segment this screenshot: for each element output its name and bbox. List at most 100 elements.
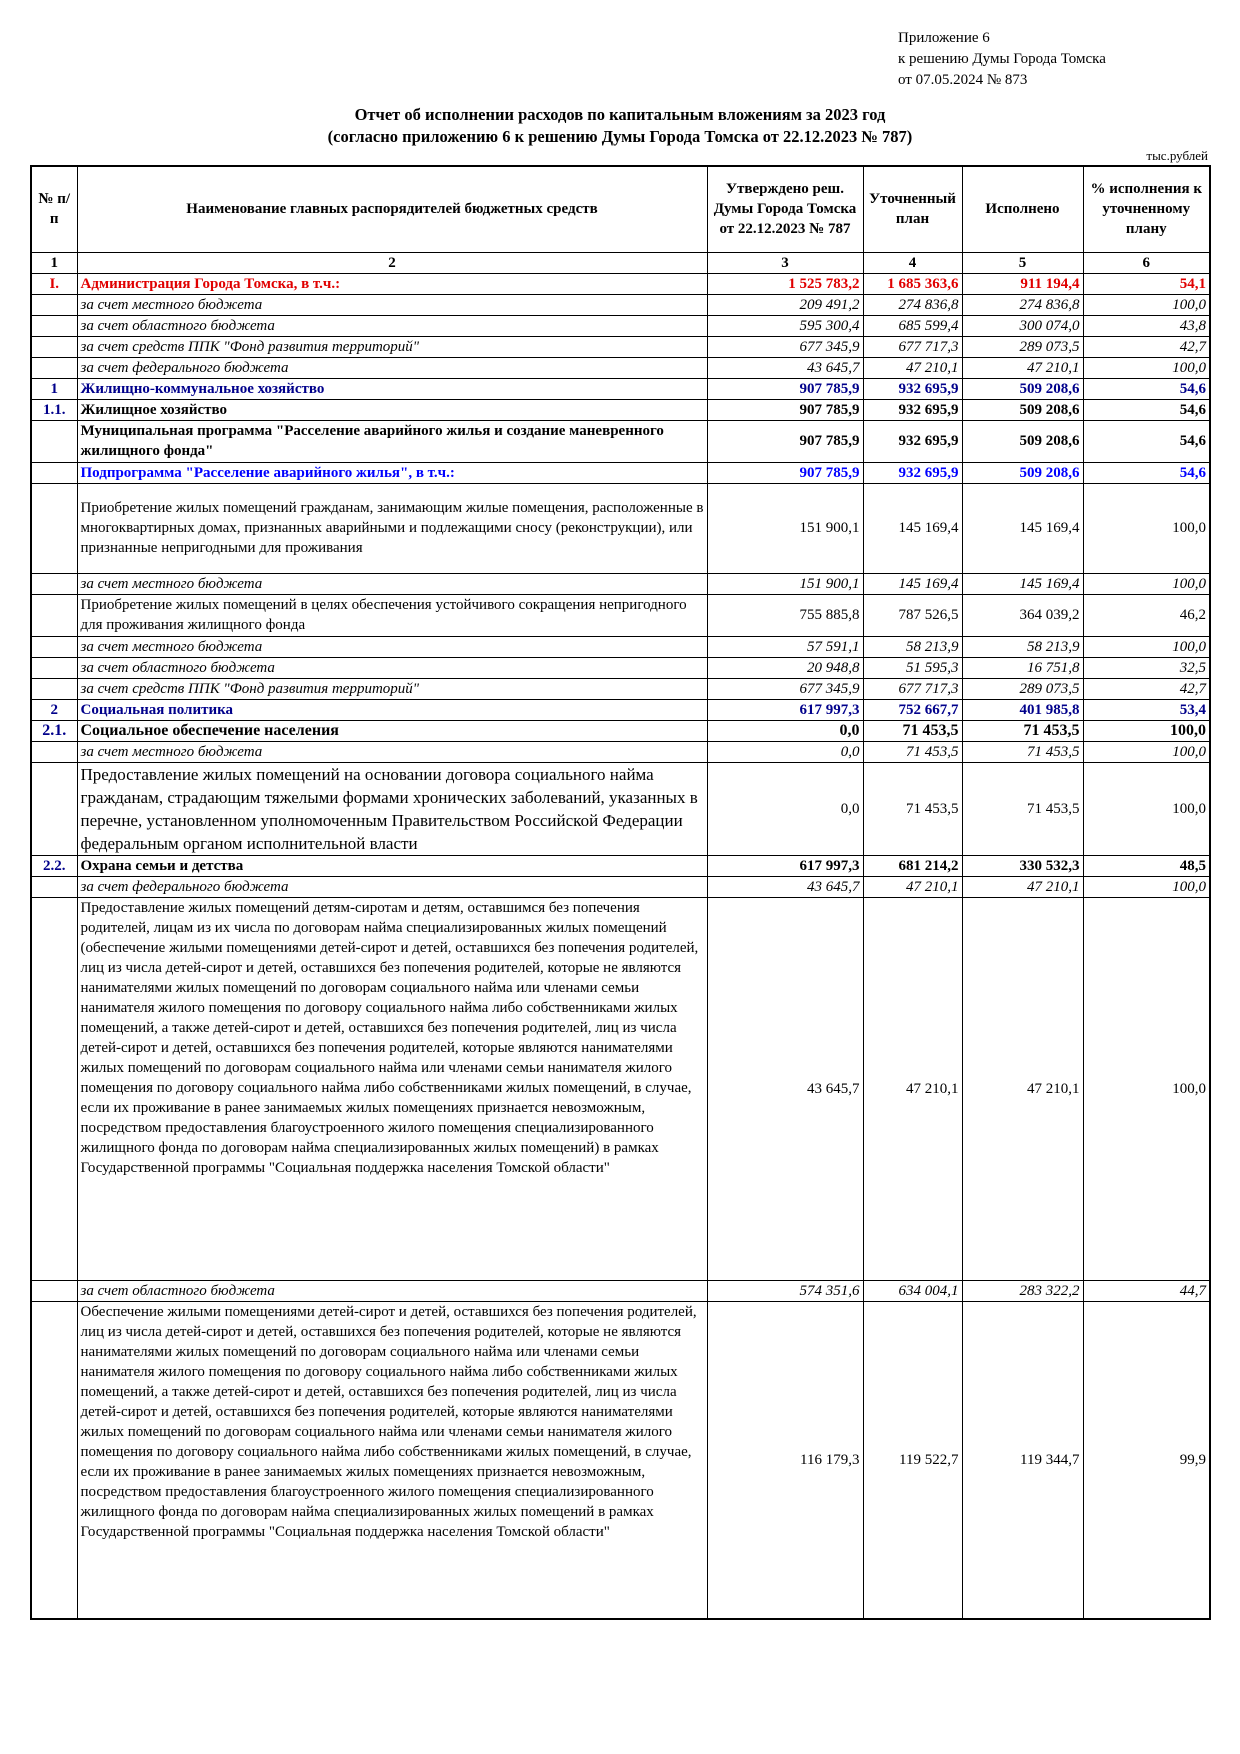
- table-row: Предоставление жилых помещений на основа…: [30, 761, 1211, 856]
- executed-value: 58 213,9: [961, 635, 1084, 658]
- row-name: Жилищное хозяйство: [76, 398, 708, 421]
- row-number: 1: [30, 377, 78, 400]
- row-number: [30, 482, 78, 574]
- percent-value: 42,7: [1082, 677, 1211, 700]
- row-name: Охрана семьи и детства: [76, 854, 708, 877]
- header-percent: % исполнения к уточненному плану: [1082, 165, 1211, 253]
- approved-value: 20 948,8: [706, 656, 864, 679]
- row-number: [30, 593, 78, 637]
- row-number: [30, 656, 78, 679]
- approved-value: 57 591,1: [706, 635, 864, 658]
- refined-plan-value: 71 453,5: [862, 740, 963, 763]
- refined-plan-value: 274 836,8: [862, 293, 963, 316]
- executed-value: 145 169,4: [961, 482, 1084, 574]
- table-row: за счет федерального бюджета 43 645,7 47 2…: [30, 356, 1211, 379]
- percent-value: 54,6: [1082, 461, 1211, 484]
- approved-value: 151 900,1: [706, 482, 864, 574]
- column-number: 2: [76, 251, 708, 274]
- column-number: 6: [1082, 251, 1211, 274]
- row-name: Жилищно-коммунальное хозяйство: [76, 377, 708, 400]
- approved-value: 595 300,4: [706, 314, 864, 337]
- table-row: за счет средств ППК "Фонд развития терри…: [30, 677, 1211, 700]
- row-name: за счет федерального бюджета: [76, 356, 708, 379]
- executed-value: 47 210,1: [961, 875, 1084, 898]
- header-row: № п/п Наименование главных распорядителе…: [30, 165, 1211, 253]
- row-name: за счет местного бюджета: [76, 293, 708, 316]
- row-name: за счет средств ППК "Фонд развития терри…: [76, 677, 708, 700]
- table-row: Обеспечение жилыми помещениями детей-сир…: [30, 1300, 1211, 1620]
- row-name: Предоставление жилых помещений на основа…: [76, 761, 708, 856]
- row-number: [30, 896, 78, 1281]
- percent-value: 100,0: [1082, 482, 1211, 574]
- table-row: за счет областного бюджета 595 300,4 685 5…: [30, 314, 1211, 337]
- refined-plan-value: 47 210,1: [862, 896, 963, 1281]
- refined-plan-value: 932 695,9: [862, 419, 963, 463]
- column-number: 1: [30, 251, 78, 274]
- units-label: тыс.рублей: [1146, 148, 1208, 163]
- executed-value: 300 074,0: [961, 314, 1084, 337]
- approved-value: 0,0: [706, 719, 864, 742]
- percent-value: 53,4: [1082, 698, 1211, 721]
- appendix-line: к решению Думы Города Томска: [898, 51, 1106, 67]
- percent-value: 99,9: [1082, 1300, 1211, 1620]
- approved-value: 907 785,9: [706, 419, 864, 463]
- refined-plan-value: 71 453,5: [862, 719, 963, 742]
- refined-plan-value: 47 210,1: [862, 875, 963, 898]
- row-number: 1.1.: [30, 398, 78, 421]
- executed-value: 274 836,8: [961, 293, 1084, 316]
- percent-value: 100,0: [1082, 875, 1211, 898]
- row-name: Администрация Города Томска, в т.ч.:: [76, 272, 708, 295]
- row-number: [30, 677, 78, 700]
- refined-plan-value: 145 169,4: [862, 572, 963, 595]
- row-name: Предоставление жилых помещений детям-сир…: [76, 896, 708, 1281]
- column-number: 3: [706, 251, 864, 274]
- approved-value: 677 345,9: [706, 677, 864, 700]
- table-row: за счет федерального бюджета 43 645,7 47 2…: [30, 875, 1211, 898]
- approved-value: 43 645,7: [706, 356, 864, 379]
- table-row: за счет местного бюджета 0,0 71 453,5 71 45…: [30, 740, 1211, 763]
- table-row: за счет местного бюджета 209 491,2 274 836…: [30, 293, 1211, 316]
- percent-value: 48,5: [1082, 854, 1211, 877]
- executed-value: 71 453,5: [961, 761, 1084, 856]
- row-number: [30, 635, 78, 658]
- column-number-row: 1 2 3 4 5 6: [30, 251, 1211, 274]
- row-number: [30, 356, 78, 379]
- refined-plan-value: 752 667,7: [862, 698, 963, 721]
- refined-plan-value: 634 004,1: [862, 1279, 963, 1302]
- executed-value: 364 039,2: [961, 593, 1084, 637]
- executed-value: 289 073,5: [961, 677, 1084, 700]
- refined-plan-value: 145 169,4: [862, 482, 963, 574]
- table-row: Приобретение жилых помещений гражданам, …: [30, 482, 1211, 574]
- executed-value: 16 751,8: [961, 656, 1084, 679]
- refined-plan-value: 677 717,3: [862, 677, 963, 700]
- percent-value: 100,0: [1082, 719, 1211, 742]
- row-name: за счет федерального бюджета: [76, 875, 708, 898]
- table-row: Подпрограмма "Расселение аварийного жиль…: [30, 461, 1211, 484]
- row-number: 2: [30, 698, 78, 721]
- executed-value: 911 194,4: [961, 272, 1084, 295]
- refined-plan-value: 47 210,1: [862, 356, 963, 379]
- table-row: 2.1. Социальное обеспечение населения 0,0 7…: [30, 719, 1211, 742]
- executed-value: 145 169,4: [961, 572, 1084, 595]
- executed-value: 47 210,1: [961, 356, 1084, 379]
- appendix-line: Приложение 6: [898, 30, 990, 46]
- percent-value: 54,6: [1082, 398, 1211, 421]
- approved-value: 1 525 783,2: [706, 272, 864, 295]
- table-row: 2.2. Охрана семьи и детства 617 997,3 681 2…: [30, 854, 1211, 877]
- refined-plan-value: 932 695,9: [862, 461, 963, 484]
- row-name: Обеспечение жилыми помещениями детей-сир…: [76, 1300, 708, 1620]
- table-row: за счет областного бюджета 20 948,8 51 595…: [30, 656, 1211, 679]
- refined-plan-value: 681 214,2: [862, 854, 963, 877]
- refined-plan-value: 1 685 363,6: [862, 272, 963, 295]
- row-number: [30, 572, 78, 595]
- row-number: [30, 740, 78, 763]
- percent-value: 100,0: [1082, 572, 1211, 595]
- executed-value: 71 453,5: [961, 740, 1084, 763]
- executed-value: 509 208,6: [961, 377, 1084, 400]
- percent-value: 32,5: [1082, 656, 1211, 679]
- percent-value: 100,0: [1082, 740, 1211, 763]
- approved-value: 209 491,2: [706, 293, 864, 316]
- table-row: 2 Социальная политика 617 997,3 752 667,7 40…: [30, 698, 1211, 721]
- table-row: за счет областного бюджета 574 351,6 634 0…: [30, 1279, 1211, 1302]
- executed-value: 119 344,7: [961, 1300, 1084, 1620]
